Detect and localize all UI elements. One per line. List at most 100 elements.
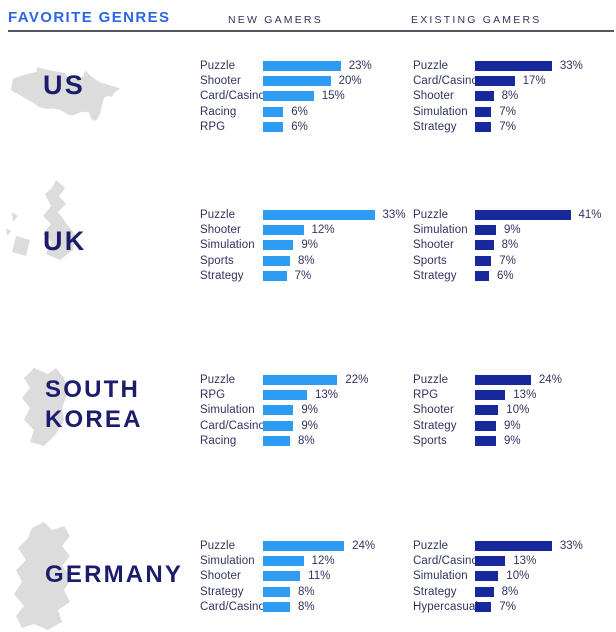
- chart-row: Sports 7%: [413, 253, 602, 268]
- value-label: 7%: [499, 601, 516, 614]
- value-label: 24%: [538, 373, 562, 386]
- genre-label: Simulation: [413, 570, 468, 583]
- us-map-icon: [10, 67, 121, 122]
- genre-label: Shooter: [200, 570, 241, 583]
- germany-map-icon: [14, 522, 72, 630]
- value-label: 8%: [501, 239, 519, 252]
- chart-row: Card/Casino 13%: [413, 553, 583, 568]
- new-gamers-bar: [263, 540, 345, 551]
- us-new-gamers-chart: Puzzle 23% Shooter 20% Card/Casino 15% Racing 6…: [200, 58, 372, 135]
- south-korea-new-gamers-chart: Puzzle 22% RPG 13% Simulation 9% Card/Casino 9%…: [200, 372, 368, 449]
- genre-label: RPG: [200, 389, 226, 402]
- us-existing-gamers-chart: Puzzle 33% Card/Casino 17% Shooter 8% Simulati…: [413, 58, 583, 135]
- column-header-new-gamers: NEW GAMERS: [228, 14, 323, 26]
- chart-row: Simulation 7%: [413, 104, 583, 119]
- existing-gamers-bar: [475, 374, 531, 385]
- genre-label: Sports: [200, 254, 234, 267]
- value-label: 9%: [503, 419, 521, 432]
- germany-existing-gamers-chart: Puzzle 33% Card/Casino 13% Simulation 10% Stra…: [413, 538, 583, 615]
- genre-label: Strategy: [413, 419, 457, 432]
- value-label: 9%: [301, 404, 319, 417]
- new-gamers-bar: [263, 60, 341, 71]
- genre-label: Strategy: [200, 270, 244, 283]
- value-label: 33%: [382, 208, 406, 221]
- value-label: 9%: [503, 435, 521, 448]
- chart-row: Strategy 6%: [413, 269, 602, 284]
- page-title: FAVORITE GENRES: [8, 9, 171, 26]
- genre-label: Puzzle: [200, 59, 236, 72]
- chart-row: Card/Casino 8%: [200, 600, 375, 615]
- genre-label: Card/Casino: [200, 419, 266, 432]
- value-label: 8%: [298, 601, 315, 614]
- existing-gamers-bar: [475, 436, 496, 447]
- chart-row: Simulation 9%: [200, 403, 368, 418]
- existing-gamers-bar: [475, 255, 492, 266]
- genre-label: RPG: [413, 389, 439, 402]
- value-label: 12%: [311, 555, 335, 568]
- new-gamers-bar: [263, 602, 291, 613]
- chart-row: Card/Casino 9%: [200, 418, 368, 433]
- existing-gamers-bar: [475, 122, 492, 133]
- new-gamers-bar: [263, 420, 294, 431]
- value-label: 6%: [291, 105, 308, 118]
- new-gamers-bar: [263, 209, 375, 220]
- value-label: 24%: [352, 539, 376, 552]
- existing-gamers-bar: [475, 60, 552, 71]
- existing-gamers-bar: [475, 540, 552, 551]
- chart-row: Shooter 8%: [413, 89, 583, 104]
- genre-label: Card/Casino: [413, 75, 479, 88]
- chart-row: Shooter 20%: [200, 73, 372, 88]
- value-label: 6%: [291, 121, 308, 134]
- new-gamers-bar: [263, 405, 294, 416]
- chart-row: Racing 8%: [200, 434, 368, 449]
- new-gamers-bar: [263, 556, 304, 567]
- value-label: 8%: [298, 435, 315, 448]
- value-label: 9%: [301, 239, 319, 252]
- existing-gamers-bar: [475, 586, 494, 597]
- genre-label: Puzzle: [200, 208, 236, 221]
- country-label-line: US: [43, 70, 85, 100]
- genre-label: Card/Casino: [200, 90, 266, 103]
- chart-row: Strategy 9%: [413, 418, 562, 433]
- existing-gamers-bar: [475, 571, 499, 582]
- chart-row: RPG 13%: [413, 387, 562, 402]
- value-label: 8%: [298, 254, 315, 267]
- genre-label: Strategy: [413, 585, 457, 598]
- chart-row: Puzzle 24%: [200, 538, 375, 553]
- chart-row: Puzzle 24%: [413, 372, 562, 387]
- existing-gamers-bar: [475, 420, 496, 431]
- chart-row: Puzzle 33%: [413, 58, 583, 73]
- value-label: 7%: [499, 105, 516, 118]
- value-label: 12%: [311, 224, 335, 237]
- chart-row: Shooter 8%: [413, 238, 602, 253]
- new-gamers-bar: [263, 91, 314, 102]
- genre-label: Strategy: [413, 270, 457, 283]
- chart-row: Sports 8%: [200, 253, 406, 268]
- new-gamers-bar: [263, 76, 331, 87]
- existing-gamers-bar: [475, 225, 496, 236]
- genre-label: Shooter: [200, 224, 241, 237]
- new-gamers-bar: [263, 374, 338, 385]
- value-label: 9%: [503, 224, 521, 237]
- value-label: 13%: [513, 389, 537, 402]
- country-label-line: UK: [43, 226, 87, 256]
- new-gamers-bar: [263, 225, 304, 236]
- genre-label: Hypercasual: [413, 601, 479, 614]
- value-label: 17%: [522, 75, 546, 88]
- country-label-line: GERMANY: [45, 561, 184, 588]
- existing-gamers-bar: [475, 271, 489, 282]
- genre-label: Shooter: [413, 404, 454, 417]
- new-gamers-bar: [263, 240, 294, 251]
- genre-label: Puzzle: [413, 59, 449, 72]
- new-gamers-bar: [263, 106, 284, 117]
- value-label: 10%: [506, 404, 530, 417]
- value-label: 11%: [308, 570, 331, 583]
- genre-label: Simulation: [413, 224, 468, 237]
- value-label: 8%: [501, 585, 519, 598]
- uk-existing-gamers-chart: Puzzle 41% Simulation 9% Shooter 8% Sports 7% St…: [413, 207, 602, 284]
- value-label: 7%: [499, 121, 516, 134]
- genre-label: Card/Casino: [413, 555, 479, 568]
- uk-new-gamers-chart: Puzzle 33% Shooter 12% Simulation 9% Sports 8% S…: [200, 207, 406, 284]
- genre-label: Simulation: [413, 105, 468, 118]
